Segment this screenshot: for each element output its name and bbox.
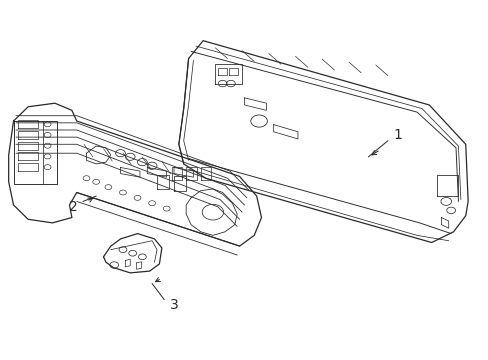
Text: 1: 1 — [392, 129, 401, 142]
Text: 2: 2 — [69, 200, 78, 214]
Text: 3: 3 — [169, 298, 178, 312]
